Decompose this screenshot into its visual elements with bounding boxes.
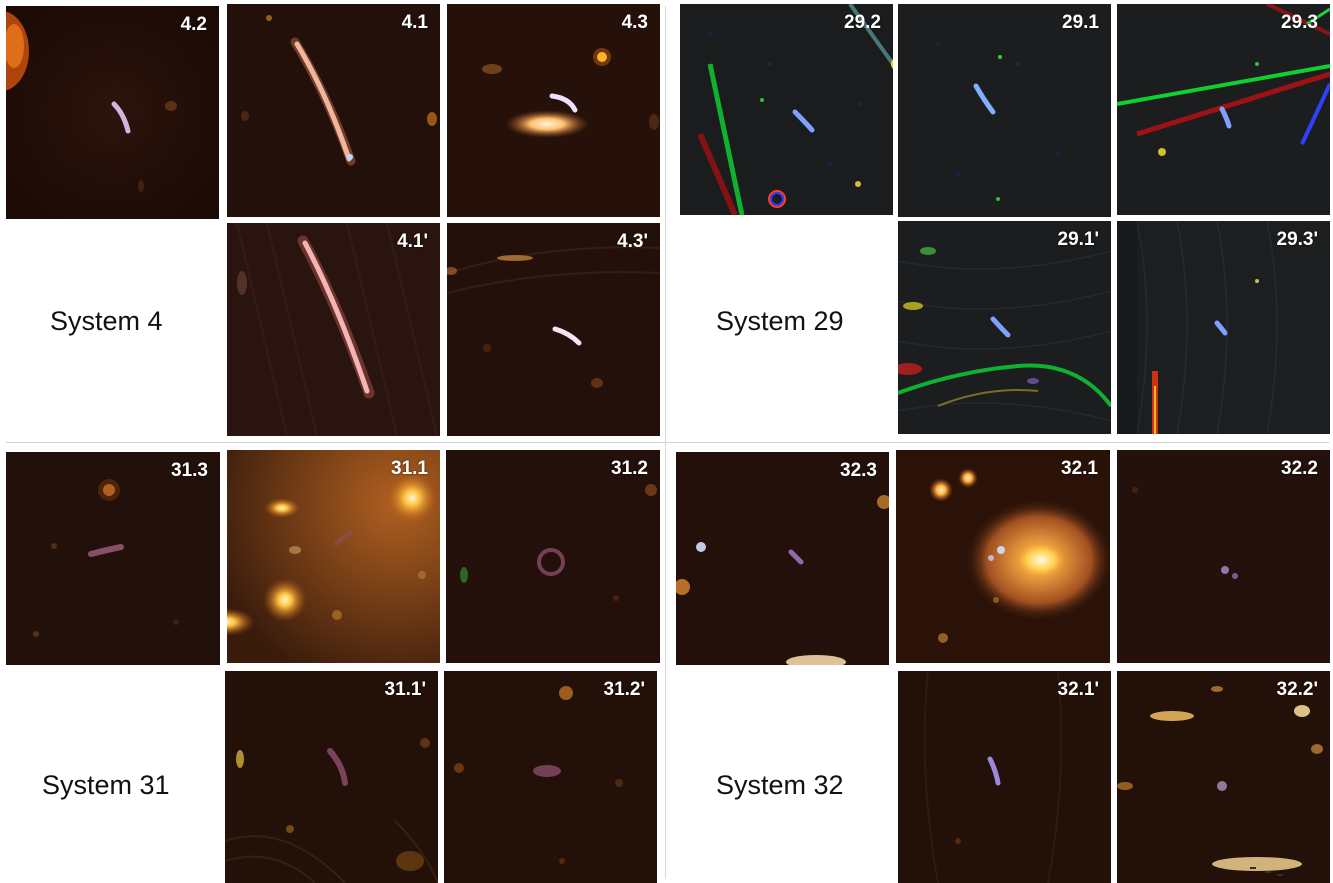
image-29-3-prime — [1117, 221, 1330, 434]
panel-4-1: 4.1 — [227, 4, 440, 217]
panel-label: 29.2 — [844, 12, 881, 33]
image-31-1 — [227, 450, 440, 663]
panel-label: 32.1 — [1061, 458, 1098, 479]
panel-29-2: 29.2 — [680, 4, 893, 215]
panel-32-2-prime: 32.2' — [1117, 671, 1330, 883]
image-31-2-prime — [444, 671, 657, 883]
panel-label: 31.2 — [611, 458, 648, 479]
panel-label: 29.3 — [1281, 12, 1318, 33]
image-4-3 — [447, 4, 660, 217]
horizontal-divider — [6, 442, 1329, 443]
image-32-1-prime — [898, 671, 1111, 883]
image-29-2 — [680, 4, 893, 215]
system-label: System 32 — [716, 770, 844, 800]
system-label: System 29 — [716, 306, 844, 336]
panel-label: 31.1' — [384, 679, 427, 700]
image-31-1-prime — [225, 671, 438, 883]
panel-32-2: 32.2 — [1117, 450, 1330, 663]
panel-4-3-prime: 4.3' — [447, 223, 660, 436]
image-4-3-prime — [447, 223, 660, 436]
panel-29-3: 29.3 — [1117, 4, 1330, 215]
image-31-2 — [446, 450, 660, 663]
panel-label: 4.3 — [621, 12, 648, 33]
image-4-1-prime — [227, 223, 440, 436]
image-4-2 — [6, 6, 219, 219]
panel-29-1-prime: 29.1' — [898, 221, 1111, 434]
panel-label: 29.1 — [1062, 12, 1099, 33]
panel-label: 32.3 — [840, 460, 877, 481]
panel-label: 32.1' — [1057, 679, 1100, 700]
panel-31-2-prime: 31.2' — [444, 671, 657, 883]
panel-31-2: 31.2 — [446, 450, 660, 663]
panel-label: 4.1' — [397, 231, 428, 252]
panel-31-3: 31.3 — [6, 452, 220, 665]
image-29-1-prime — [898, 221, 1111, 434]
image-29-1 — [898, 4, 1111, 217]
panel-32-3: 32.3 — [676, 452, 889, 665]
panel-31-1: 31.1 — [227, 450, 440, 663]
image-32-2 — [1117, 450, 1330, 663]
panel-29-1: 29.1 — [898, 4, 1111, 217]
image-32-1 — [896, 450, 1110, 663]
panel-29-3-prime: 29.3' — [1117, 221, 1330, 434]
system-label: System 31 — [42, 770, 170, 800]
panel-label: 31.1 — [391, 458, 428, 479]
panel-label: 29.1' — [1057, 229, 1100, 250]
system-label: System 4 — [50, 306, 163, 336]
image-32-2-prime — [1117, 671, 1330, 883]
image-4-1 — [227, 4, 440, 217]
panel-label: 29.3' — [1276, 229, 1319, 250]
panel-label: 32.2' — [1276, 679, 1319, 700]
panel-4-1-prime: 4.1' — [227, 223, 440, 436]
panel-label: 4.1 — [401, 12, 428, 33]
image-32-3 — [676, 452, 889, 665]
panel-label: 31.3 — [171, 460, 208, 481]
panel-32-1-prime: 32.1' — [898, 671, 1111, 883]
image-29-3 — [1117, 4, 1330, 215]
image-31-3 — [6, 452, 220, 665]
panel-32-1: 32.1 — [896, 450, 1110, 663]
vertical-divider — [665, 6, 666, 879]
panel-4-3: 4.3 — [447, 4, 660, 217]
panel-31-1-prime: 31.1' — [225, 671, 438, 883]
panel-label: 4.2 — [180, 14, 207, 35]
panel-label: 4.3' — [617, 231, 648, 252]
panel-4-2: 4.2 — [6, 6, 219, 219]
panel-label: 31.2' — [603, 679, 646, 700]
panel-label: 32.2 — [1281, 458, 1318, 479]
